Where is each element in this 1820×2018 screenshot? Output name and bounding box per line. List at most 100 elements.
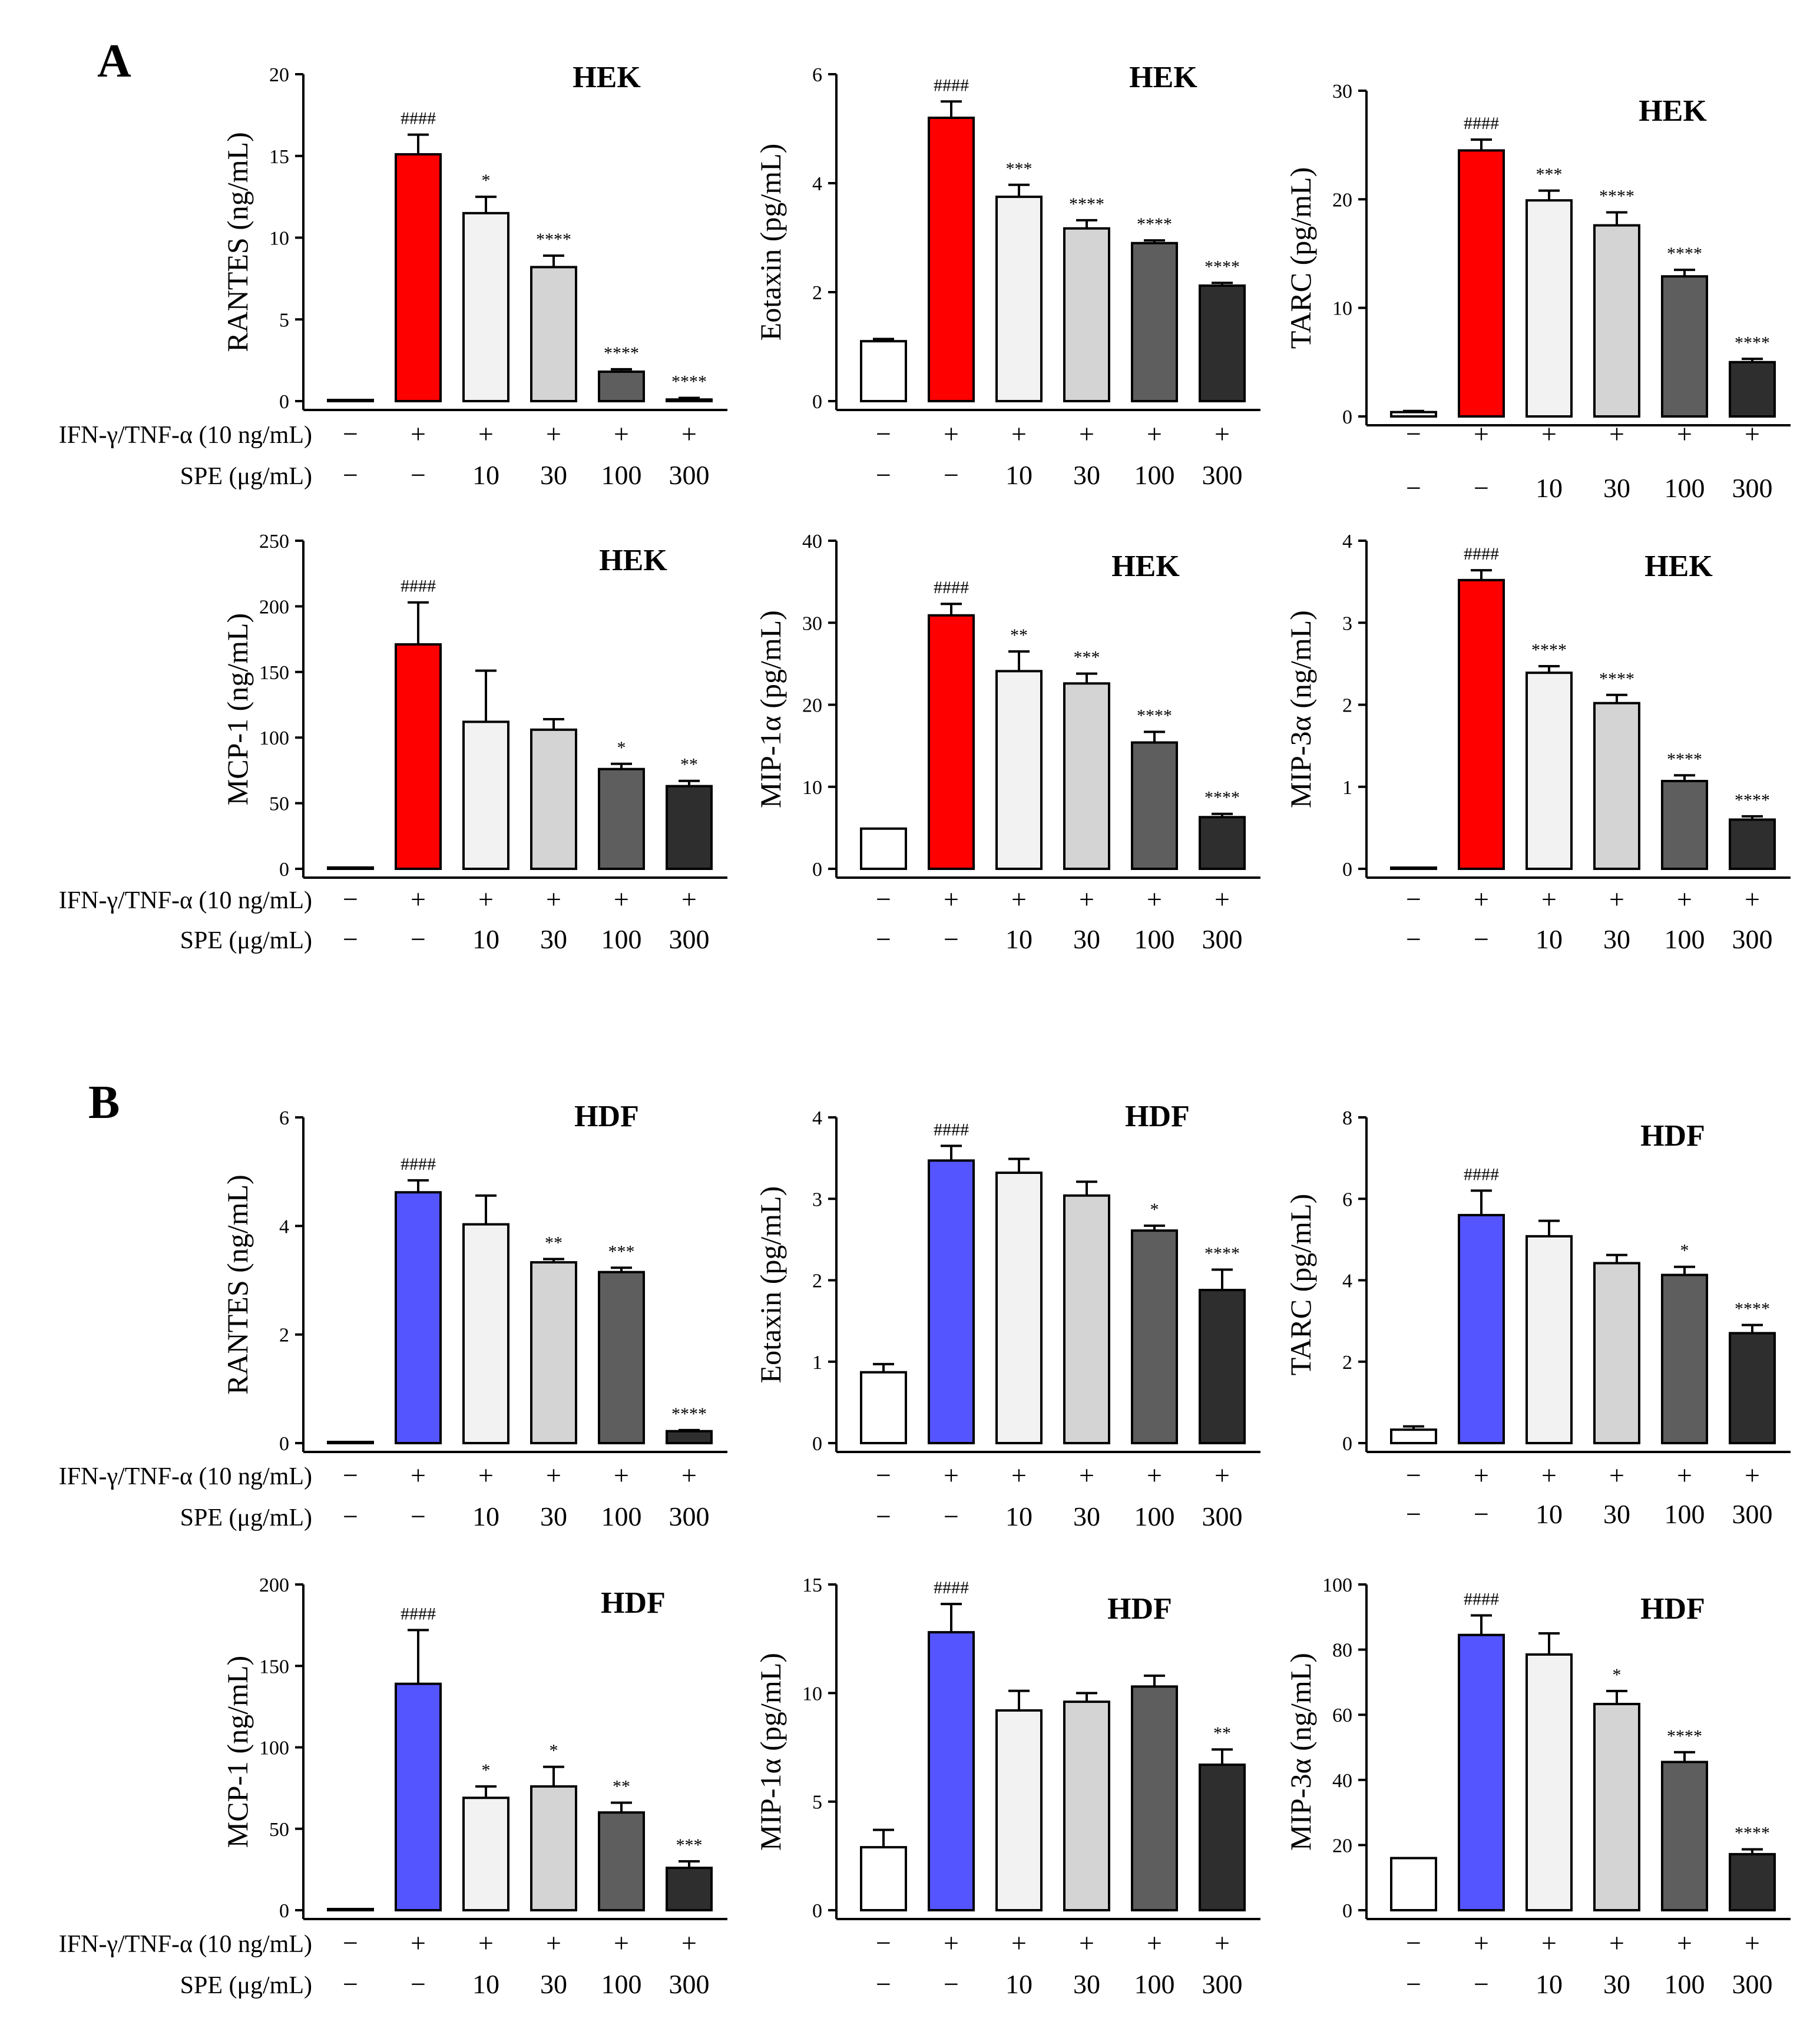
chart-11-bar <box>860 1846 907 1911</box>
chart-8-bar <box>928 1159 975 1444</box>
chart-4-bar <box>327 866 374 870</box>
chart-2-bar <box>928 117 975 402</box>
chart-9-bar <box>1593 1262 1640 1445</box>
chart-8-bar <box>1199 1289 1246 1445</box>
chart-8-y-tick-label: 3 <box>812 1189 822 1210</box>
chart-12-y-tick-label: 100 <box>1322 1574 1352 1596</box>
chart-5-treatment-mark: + <box>1215 884 1230 914</box>
chart-9-significance-label: **** <box>1735 1299 1770 1319</box>
chart-3-treatment-mark: + <box>1541 419 1557 449</box>
chart-6-treatment-mark: + <box>1474 884 1489 914</box>
chart-10-y-tick-label: 150 <box>259 1656 289 1678</box>
chart-4-significance-label: ** <box>680 755 698 775</box>
chart-5-dose-value: 10 <box>1005 924 1033 954</box>
chart-1-treatment-mark: − <box>343 419 358 449</box>
chart-6-treatment-mark: + <box>1745 884 1760 914</box>
chart-7-dose-value: 30 <box>540 1501 567 1531</box>
chart-10-significance-label: * <box>550 1741 558 1761</box>
chart-10-dose-value: 300 <box>669 1969 710 1999</box>
chart-5-dose-value: 100 <box>1134 924 1175 954</box>
chart-11-significance-label: ** <box>1213 1723 1231 1743</box>
chart-1-bar <box>598 370 645 402</box>
chart-7-bar <box>462 1223 509 1445</box>
chart-4-y-tick-label: 0 <box>279 859 289 881</box>
chart-3-treatment-mark: + <box>1474 419 1489 449</box>
chart-10-ifn-row-label: IFN-γ/TNF-α (10 ng/mL) <box>59 1931 312 1958</box>
chart-1-bar <box>666 398 713 402</box>
chart-7-bar <box>395 1191 442 1444</box>
chart-1-significance-label: **** <box>604 343 639 363</box>
chart-4-treatment-mark: − <box>343 884 358 914</box>
chart-12-bar <box>1526 1653 1573 1912</box>
chart-9-y-tick-label: 8 <box>1342 1107 1352 1129</box>
chart-1-dose-value: 100 <box>601 460 642 490</box>
chart-3-y-tick-label: 30 <box>1332 81 1352 102</box>
chart-1-significance-label: #### <box>401 109 436 128</box>
chart-1-y-tick-label: 10 <box>269 228 289 250</box>
chart-2-treatment-mark: + <box>1215 419 1230 449</box>
chart-12-treatment-mark: + <box>1541 1928 1557 1958</box>
chart-10-significance-label: ** <box>613 1777 630 1797</box>
chart-10-treatment-mark: + <box>411 1928 426 1958</box>
chart-5-treatment-mark: + <box>1011 884 1027 914</box>
chart-9-significance-label: * <box>1680 1241 1689 1261</box>
chart-2-treatment-mark: + <box>1147 419 1162 449</box>
chart-2-y-tick-label: 2 <box>812 282 822 304</box>
chart-12-y-tick-label: 0 <box>1342 1900 1352 1922</box>
chart-5-significance-label: **** <box>1137 706 1172 725</box>
chart-6-significance-label: **** <box>1599 669 1634 689</box>
chart-1-treatment-mark: + <box>411 419 426 449</box>
chart-4-treatment-mark: + <box>614 884 629 914</box>
chart-3-significance-label: **** <box>1667 244 1702 263</box>
chart-12-treatment-mark: + <box>1677 1928 1692 1958</box>
chart-2-cell-label: HEK <box>1129 61 1197 94</box>
chart-12-treatment-mark: + <box>1474 1928 1489 1958</box>
chart-4-dose-value: 100 <box>601 924 642 954</box>
chart-2-significance-label: #### <box>934 75 969 95</box>
chart-2-y-tick-label: 6 <box>812 64 822 86</box>
chart-8-bar <box>1063 1194 1110 1444</box>
chart-9-treatment-mark: + <box>1609 1460 1624 1490</box>
chart-5-bar <box>1063 682 1110 871</box>
chart-10-y-axis-title: MCP-1 (ng/mL) <box>221 1656 254 1848</box>
chart-11-y-axis-title: MIP-1α (pg/mL) <box>754 1653 787 1851</box>
chart-6-y-tick-label: 2 <box>1342 695 1352 717</box>
chart-11-y-tick-label: 0 <box>812 1900 822 1922</box>
chart-12-dose-value: 100 <box>1665 1969 1705 1999</box>
chart-5-treatment-mark: + <box>944 884 959 914</box>
chart-7-dose-value: 100 <box>601 1501 642 1531</box>
chart-10-dose-value: − <box>411 1969 426 1999</box>
chart-12-dose-value: 30 <box>1603 1969 1630 1999</box>
chart-4-treatment-mark: + <box>411 884 426 914</box>
chart-6-treatment-mark: + <box>1609 884 1624 914</box>
chart-1-treatment-mark: + <box>546 419 561 449</box>
chart-8-dose-value: 300 <box>1202 1501 1243 1531</box>
chart-11-dose-value: 30 <box>1073 1969 1100 1999</box>
chart-8-treatment-mark: + <box>944 1460 959 1490</box>
chart-7-y-tick-label: 6 <box>279 1107 289 1129</box>
chart-10-significance-label: #### <box>401 1604 436 1623</box>
chart-5-y-tick-label: 40 <box>802 531 822 553</box>
chart-4-bar <box>462 720 509 870</box>
chart-12-y-tick-label: 80 <box>1332 1640 1352 1662</box>
chart-5-y-tick-label: 30 <box>802 613 822 634</box>
chart-3-significance-label: *** <box>1536 165 1563 184</box>
chart-12-bar <box>1661 1761 1708 1912</box>
chart-12-significance-label: **** <box>1667 1726 1702 1746</box>
chart-4-treatment-mark: + <box>681 884 697 914</box>
chart-1-dose-value: 300 <box>669 460 710 490</box>
chart-1-y-axis-title: RANTES (ng/mL) <box>221 132 254 352</box>
chart-3-bar <box>1661 275 1708 418</box>
chart-6-y-tick-label: 3 <box>1342 613 1352 634</box>
chart-5-significance-label: #### <box>934 578 969 597</box>
chart-2-significance-label: *** <box>1006 159 1033 178</box>
chart-10-dose-value: − <box>343 1969 358 1999</box>
chart-7-ifn-row-label: IFN-γ/TNF-α (10 ng/mL) <box>59 1463 312 1490</box>
chart-8-treatment-mark: + <box>1215 1460 1230 1490</box>
chart-9-dose-value: 300 <box>1732 1499 1773 1529</box>
chart-12-cell-label: HDF <box>1640 1592 1705 1626</box>
chart-1-dose-value: − <box>411 460 426 490</box>
chart-4-y-tick-label: 200 <box>259 596 289 618</box>
chart-12-significance-label: * <box>1613 1665 1622 1685</box>
chart-9-bar <box>1661 1273 1708 1444</box>
